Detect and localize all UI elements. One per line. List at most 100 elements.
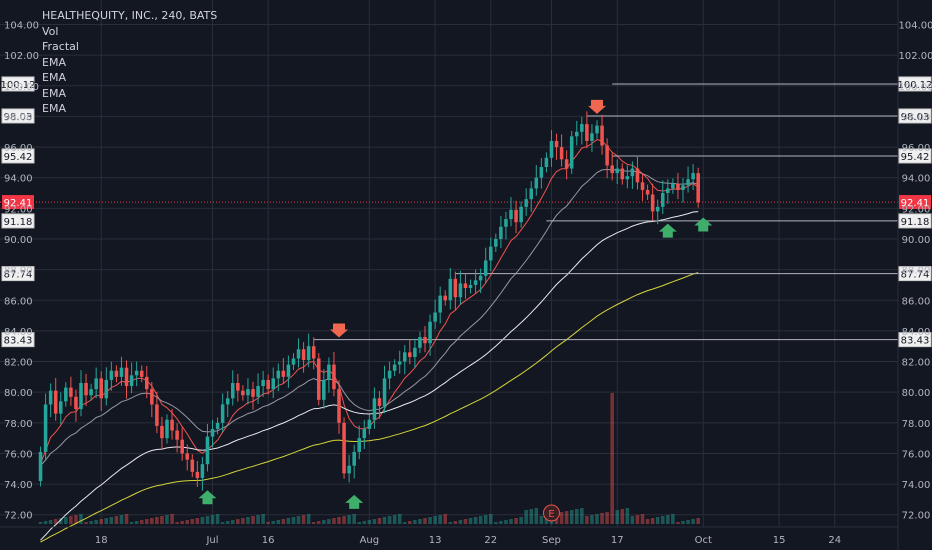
legend-fractal[interactable]: Fractal	[42, 40, 79, 53]
candle-body[interactable]	[342, 422, 346, 474]
candle-body[interactable]	[200, 464, 205, 478]
candle-body[interactable]	[104, 379, 109, 399]
candle-body[interactable]	[676, 183, 680, 190]
candle-body[interactable]	[296, 349, 301, 359]
candle-body[interactable]	[43, 404, 48, 452]
candle-body[interactable]	[362, 428, 367, 439]
candle-body[interactable]	[468, 284, 473, 289]
candle-body[interactable]	[150, 389, 154, 405]
candle-body[interactable]	[225, 398, 230, 405]
candle-body[interactable]	[271, 378, 276, 390]
y-axis[interactable]: 72.00 72.00 74.00 74.00 76.00 76.00 78.00 78.00…	[4, 0, 932, 550]
candle-body[interactable]	[453, 278, 458, 298]
candle-body[interactable]	[53, 390, 58, 414]
candle-body[interactable]	[696, 173, 700, 203]
candle-body[interactable]	[645, 189, 650, 195]
candle-body[interactable]	[534, 177, 539, 189]
candle-body[interactable]	[205, 436, 210, 465]
candle-body[interactable]	[443, 295, 448, 301]
candle-body[interactable]	[190, 459, 195, 472]
candle-body[interactable]	[423, 337, 427, 344]
candle-body[interactable]	[483, 260, 488, 276]
candle-body[interactable]	[488, 246, 493, 261]
candle-body[interactable]	[580, 124, 584, 132]
candle-body[interactable]	[585, 124, 589, 141]
candle-body[interactable]	[286, 364, 291, 377]
candle-body[interactable]	[256, 386, 260, 397]
candle-body[interactable]	[418, 337, 422, 348]
candle-body[interactable]	[170, 419, 174, 431]
candle-body[interactable]	[48, 390, 53, 405]
candle-body[interactable]	[291, 358, 296, 365]
candle-body[interactable]	[519, 206, 523, 223]
candle-body[interactable]	[119, 367, 124, 377]
candle-body[interactable]	[160, 425, 164, 439]
candle-body[interactable]	[640, 182, 645, 190]
candle-body[interactable]	[635, 168, 640, 183]
candle-body[interactable]	[564, 159, 569, 169]
candle-body[interactable]	[494, 238, 498, 247]
candle-body[interactable]	[392, 364, 397, 371]
candle-body[interactable]	[94, 378, 98, 390]
candle-body[interactable]	[109, 370, 114, 380]
candle-body[interactable]	[610, 165, 614, 174]
candle-body[interactable]	[691, 173, 695, 180]
candle-body[interactable]	[74, 396, 78, 410]
candle-body[interactable]	[246, 389, 250, 396]
candles[interactable]	[38, 111, 700, 491]
candle-body[interactable]	[311, 346, 316, 359]
candle-body[interactable]	[230, 382, 235, 399]
candle-body[interactable]	[681, 185, 685, 190]
candle-body[interactable]	[301, 349, 306, 361]
candle-body[interactable]	[448, 278, 453, 301]
candle-body[interactable]	[377, 398, 382, 406]
candle-body[interactable]	[327, 364, 331, 380]
legend-ema-4[interactable]: EMA	[42, 102, 66, 115]
candle-body[interactable]	[463, 283, 468, 289]
candle-body[interactable]	[185, 453, 190, 460]
candle-body[interactable]	[514, 209, 518, 223]
candle-body[interactable]	[438, 295, 442, 313]
legend-vol[interactable]: Vol	[42, 24, 59, 38]
candle-body[interactable]	[569, 136, 574, 169]
candle-body[interactable]	[620, 168, 625, 180]
legend-title[interactable]: HEALTHEQUITY, INC., 240, BATS	[42, 9, 218, 22]
candle-body[interactable]	[332, 364, 336, 390]
candle-body[interactable]	[372, 398, 377, 420]
candle-body[interactable]	[382, 378, 387, 406]
candle-body[interactable]	[114, 370, 119, 377]
candle-body[interactable]	[251, 389, 255, 397]
candle-body[interactable]	[38, 451, 43, 482]
candle-body[interactable]	[347, 465, 351, 474]
candle-body[interactable]	[554, 140, 559, 148]
candle-body[interactable]	[129, 375, 134, 387]
candle-body[interactable]	[261, 379, 265, 387]
candle-body[interactable]	[306, 346, 311, 361]
candle-body[interactable]	[281, 370, 286, 377]
candle-body[interactable]	[686, 179, 690, 186]
legend-ema-3[interactable]: EMA	[42, 86, 66, 100]
candle-body[interactable]	[559, 147, 564, 160]
candle-body[interactable]	[590, 133, 594, 141]
candle-body[interactable]	[433, 312, 437, 322]
candle-body[interactable]	[473, 280, 478, 285]
candle-body[interactable]	[650, 194, 655, 212]
candle-body[interactable]	[316, 358, 321, 400]
candle-body[interactable]	[352, 451, 356, 466]
candle-body[interactable]	[605, 145, 609, 166]
candle-body[interactable]	[529, 188, 534, 200]
candle-body[interactable]	[99, 378, 104, 399]
candle-body[interactable]	[600, 125, 604, 146]
candle-body[interactable]	[241, 390, 245, 396]
candle-body[interactable]	[175, 430, 179, 440]
candle-body[interactable]	[155, 404, 159, 426]
candle-body[interactable]	[387, 370, 392, 379]
candle-body[interactable]	[215, 422, 220, 429]
candle-body[interactable]	[671, 183, 675, 189]
candle-body[interactable]	[509, 209, 513, 220]
candle-body[interactable]	[397, 361, 402, 365]
candle-body[interactable]	[210, 428, 215, 437]
candle-body[interactable]	[69, 387, 73, 397]
candle-body[interactable]	[655, 206, 660, 212]
candle-body[interactable]	[58, 401, 63, 414]
